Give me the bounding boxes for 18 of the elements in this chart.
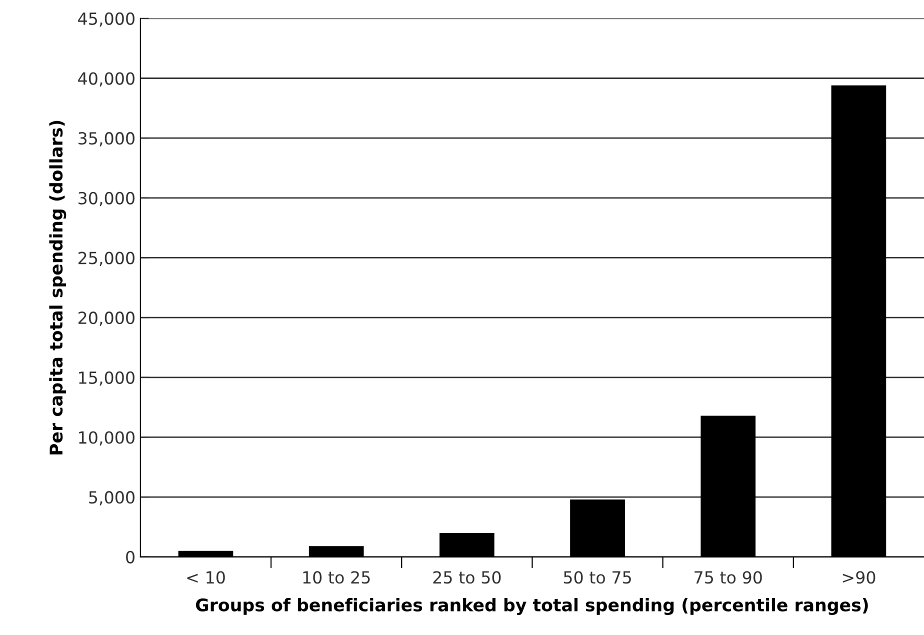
y-tick-label: 45,000 xyxy=(78,12,134,27)
x-tick-label: 50 to 75 xyxy=(564,571,631,584)
y-tick-label: 40,000 xyxy=(78,72,134,87)
x-axis-title: Groups of beneficiaries ranked by total spending (percentile ranges) xyxy=(196,598,868,615)
y-tick-label: 35,000 xyxy=(78,132,134,146)
x-tick-label: < 10 xyxy=(187,571,225,584)
y-tick-label: 15,000 xyxy=(79,371,134,386)
x-tick-label: 75 to 90 xyxy=(694,571,762,584)
y-tick-label: 25,000 xyxy=(78,252,134,266)
x-tick-label: 10 to 25 xyxy=(303,571,370,584)
y-tick-label: 30,000 xyxy=(78,192,134,206)
y-axis-title: Per capita total spending (dollars) xyxy=(49,120,66,454)
x-tick-label: >90 xyxy=(842,571,876,584)
y-tick-label: 10,000 xyxy=(79,431,134,446)
y-tick-label: 0 xyxy=(126,550,134,564)
y-tick-label: 20,000 xyxy=(78,312,134,326)
y-tick-label: 5,000 xyxy=(89,491,134,506)
x-tick-label: 25 to 50 xyxy=(433,571,501,584)
